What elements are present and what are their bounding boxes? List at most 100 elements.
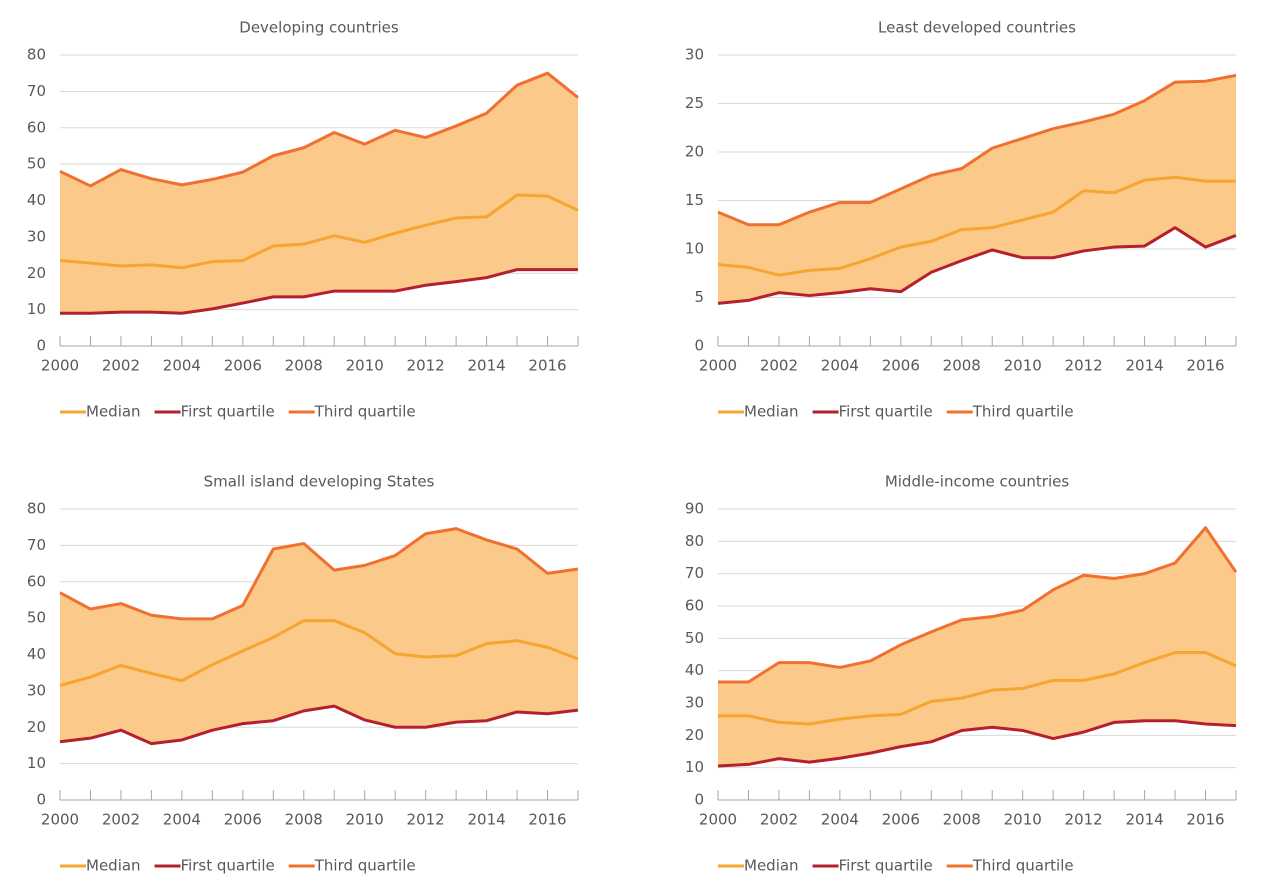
chart-title: Developing countries [239, 19, 399, 37]
y-tick-label: 20 [27, 718, 46, 736]
x-tick-label: 2004 [163, 811, 201, 829]
y-tick-label: 40 [27, 645, 46, 663]
chart-title: Least developed countries [878, 19, 1076, 37]
legend-label: Third quartile [314, 857, 416, 875]
x-tick-label: 2008 [943, 811, 981, 829]
x-tick-label: 2014 [1125, 357, 1163, 375]
y-tick-label: 80 [27, 500, 46, 518]
x-tick-label: 2014 [467, 357, 505, 375]
legend-label: Third quartile [972, 857, 1074, 875]
x-tick-label: 2000 [41, 357, 79, 375]
series-line [59, 71, 579, 188]
series-line [717, 175, 1236, 277]
legend-label: Median [744, 403, 799, 421]
x-tick-label: 2014 [467, 811, 505, 829]
y-tick-label: 20 [685, 143, 704, 161]
legend-label: Median [86, 403, 141, 421]
y-tick-label: 20 [27, 264, 46, 282]
y-tick-label: 10 [685, 240, 704, 258]
x-tick-label: 2006 [224, 357, 262, 375]
y-tick-label: 30 [685, 694, 704, 712]
y-tick-label: 50 [27, 155, 46, 173]
x-tick-label: 2006 [224, 811, 262, 829]
x-tick-label: 2004 [163, 357, 201, 375]
x-tick-label: 2004 [821, 811, 859, 829]
y-tick-label: 60 [27, 118, 46, 136]
x-tick-label: 2016 [528, 357, 566, 375]
series-line [59, 619, 579, 687]
series-line [717, 73, 1237, 227]
series-line [718, 651, 1237, 726]
quartile-band [718, 75, 1236, 304]
y-tick-label: 40 [27, 191, 46, 209]
x-tick-label: 2010 [346, 811, 384, 829]
y-tick-label: 80 [27, 46, 46, 64]
y-tick-label: 70 [27, 82, 46, 100]
y-tick-label: 0 [694, 791, 704, 809]
y-tick-label: 50 [685, 629, 704, 647]
y-tick-label: 0 [36, 337, 46, 355]
x-tick-label: 2002 [760, 357, 798, 375]
x-tick-label: 2002 [102, 357, 140, 375]
chart-panel: Middle-income countries 0 10 20 30 40 50 60 70 80… [685, 473, 1238, 875]
x-tick-label: 2010 [346, 357, 384, 375]
x-tick-label: 2000 [699, 357, 737, 375]
y-tick-label: 20 [685, 726, 704, 744]
x-tick-label: 2014 [1125, 811, 1163, 829]
x-tick-label: 2012 [407, 357, 445, 375]
y-tick-label: 30 [27, 227, 46, 245]
legend-label: First quartile [839, 857, 933, 875]
y-tick-label: 5 [694, 288, 704, 306]
x-tick-label: 2000 [41, 811, 79, 829]
legend-label: First quartile [181, 403, 275, 421]
y-tick-label: 60 [685, 597, 704, 615]
x-tick-label: 2006 [882, 811, 920, 829]
y-tick-label: 80 [685, 532, 704, 550]
x-tick-label: 2002 [102, 811, 140, 829]
legend-label: Median [744, 857, 799, 875]
y-tick-label: 90 [685, 500, 704, 518]
legend-label: Median [86, 857, 141, 875]
series-line [59, 704, 579, 746]
chart-panel: Developing countries 0 10 20 30 40 50 60 70 80 200… [27, 19, 579, 421]
y-tick-label: 30 [685, 46, 704, 64]
chart-title: Small island developing States [204, 473, 435, 491]
series-line [60, 268, 578, 315]
chart-panel: Small island developing States 0 10 20 30 40 5… [27, 473, 579, 875]
series-line [718, 526, 1238, 684]
y-tick-label: 50 [27, 609, 46, 627]
x-tick-label: 2012 [1065, 811, 1103, 829]
y-tick-label: 70 [685, 564, 704, 582]
x-tick-label: 2012 [1065, 357, 1103, 375]
y-tick-label: 25 [685, 94, 704, 112]
legend-label: Third quartile [314, 403, 416, 421]
x-tick-label: 2010 [1004, 811, 1042, 829]
y-tick-label: 10 [27, 754, 46, 772]
series-line [717, 226, 1237, 305]
quartile-band [60, 73, 578, 314]
x-tick-label: 2016 [1186, 811, 1224, 829]
x-tick-label: 2012 [407, 811, 445, 829]
chart-title: Middle-income countries [885, 473, 1070, 491]
legend-label: First quartile [181, 857, 275, 875]
series-line [717, 719, 1237, 768]
x-tick-label: 2008 [943, 357, 981, 375]
quartile-band [718, 527, 1236, 767]
y-tick-label: 70 [27, 536, 46, 554]
series-line [59, 527, 579, 621]
x-tick-label: 2008 [285, 811, 323, 829]
y-tick-label: 40 [685, 661, 704, 679]
y-tick-label: 0 [694, 337, 704, 355]
quartile-band [60, 528, 578, 744]
y-tick-label: 0 [36, 791, 46, 809]
legend-label: Third quartile [972, 403, 1074, 421]
x-tick-label: 2016 [528, 811, 566, 829]
y-tick-label: 30 [27, 681, 46, 699]
y-tick-label: 10 [27, 300, 46, 318]
chart-panel: Least developed countries 0 5 10 15 20 25 30 200… [685, 19, 1237, 421]
x-tick-label: 2010 [1004, 357, 1042, 375]
x-tick-label: 2008 [285, 357, 323, 375]
x-tick-label: 2006 [882, 357, 920, 375]
